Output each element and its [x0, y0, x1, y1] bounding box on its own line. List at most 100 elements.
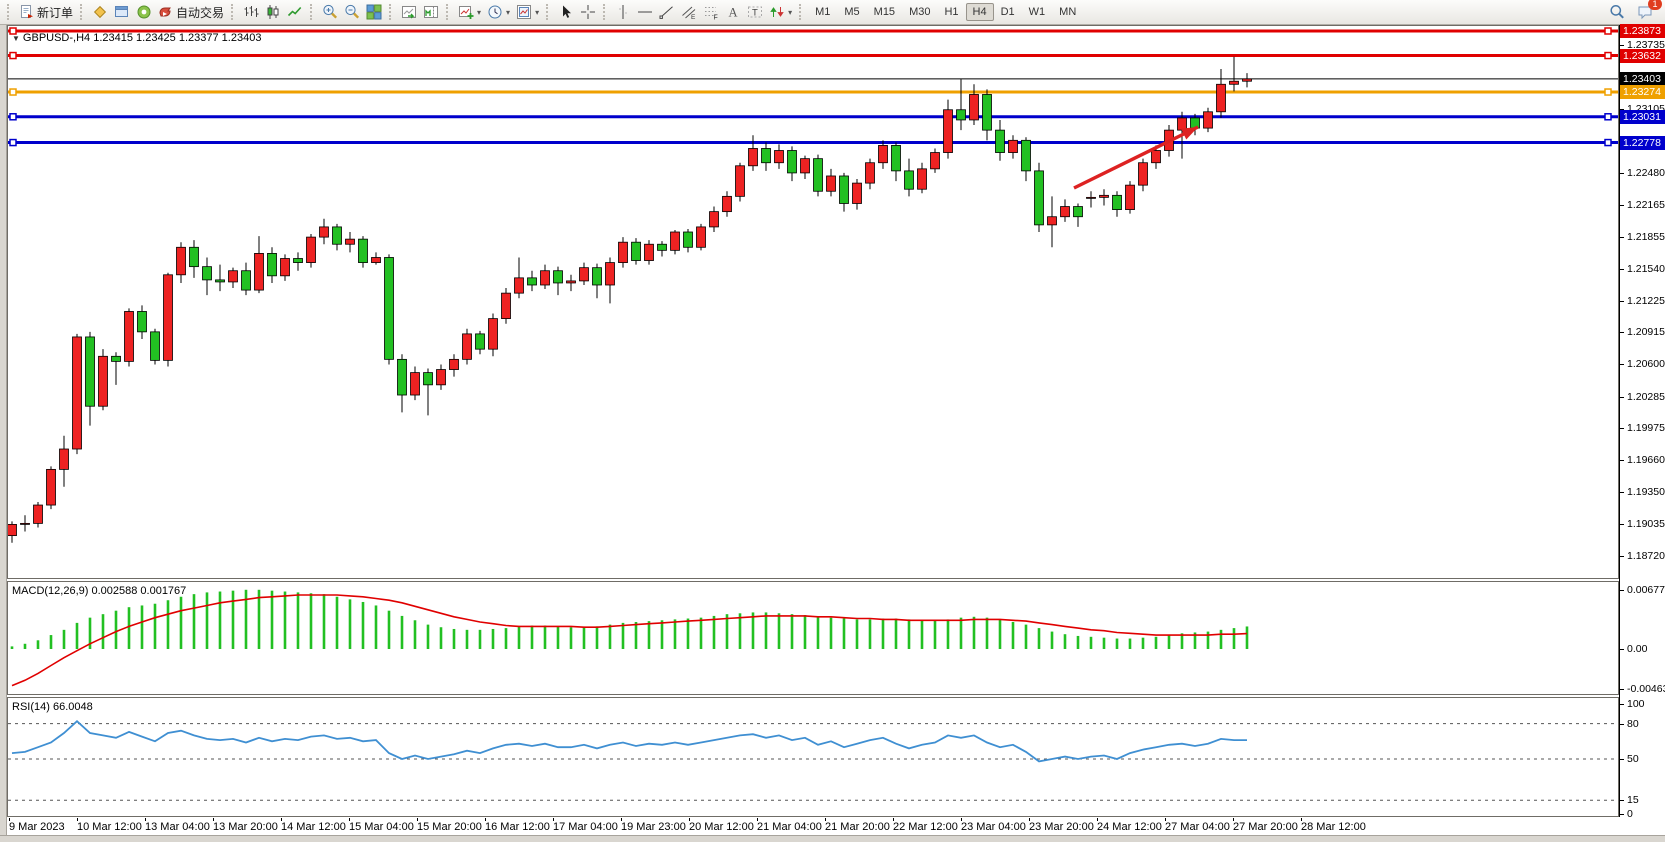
trend-arrow[interactable]: [1073, 122, 1201, 190]
toolbar-group: [319, 0, 385, 24]
candle: [527, 270, 537, 292]
time-axis-label: 23 Mar 04:00: [961, 818, 1026, 833]
cursor-button[interactable]: [555, 2, 577, 22]
line-handle: [9, 88, 17, 96]
signals-icon: [137, 5, 151, 19]
chevron-down-icon[interactable]: ▾: [535, 7, 540, 17]
candle: [85, 331, 95, 426]
trend-line-icon: [659, 6, 673, 19]
candle: [514, 257, 524, 299]
candle: [254, 236, 264, 294]
rsi-label: RSI(14) 66.0048: [12, 701, 93, 713]
chart-shift-button[interactable]: [420, 2, 442, 22]
candlestick-canvas[interactable]: [8, 26, 1618, 578]
fibonacci-button[interactable]: F: [700, 2, 722, 22]
collapse-triangle-icon[interactable]: ▼: [12, 34, 20, 43]
price-badge: 1.23873: [1620, 24, 1665, 38]
candle-chart-button[interactable]: [262, 2, 284, 22]
price-chart-pane[interactable]: ▼ GBPUSD-,H4 1.23415 1.23425 1.23377 1.23…: [7, 25, 1619, 579]
line-chart-button[interactable]: [284, 2, 306, 22]
time-axis[interactable]: 9 Mar 2023 10 Mar 12:00 13 Mar 04:00 13 Mar…: [7, 818, 1665, 835]
tile-windows-button[interactable]: [363, 2, 385, 22]
zoom-out-button[interactable]: [341, 2, 363, 22]
auto-scroll-button[interactable]: [398, 2, 420, 22]
market-watch-icon: [93, 5, 107, 19]
time-axis-label: 21 Mar 20:00: [825, 818, 890, 833]
time-axis-label: 17 Mar 04:00: [553, 818, 618, 833]
candle: [618, 237, 628, 268]
timeframe-m15-button[interactable]: M15: [873, 6, 896, 18]
candle: [8, 521, 17, 543]
chevron-down-icon[interactable]: ▾: [788, 7, 793, 17]
timeframe-h4-button[interactable]: H4: [965, 3, 994, 21]
template-button[interactable]: ▾: [513, 2, 542, 22]
toolbar-group: E F A T ▾: [612, 0, 795, 24]
signals-button[interactable]: [133, 2, 155, 22]
rsi-canvas[interactable]: [8, 698, 1618, 816]
equidistant-channel-icon: E: [682, 6, 696, 20]
arrows-shapes-icon: [770, 7, 784, 17]
timeframe-m1-button[interactable]: M1: [815, 6, 831, 18]
rsi-pane[interactable]: RSI(14) 66.0048: [7, 697, 1619, 817]
price-axis[interactable]: 1.237351.231051.224801.221651.218551.215…: [1619, 24, 1665, 820]
chevron-down-icon[interactable]: ▾: [477, 7, 482, 17]
candle: [982, 89, 992, 141]
search-button[interactable]: [1606, 2, 1628, 22]
text-button[interactable]: A: [722, 2, 744, 22]
equidistant-channel-button[interactable]: E: [678, 2, 700, 22]
horizontal-line-button[interactable]: [634, 2, 656, 22]
time-axis-label: 13 Mar 04:00: [145, 818, 210, 833]
candle: [839, 172, 849, 212]
timeframe-w1-button[interactable]: W1: [1028, 6, 1046, 18]
timeframe-m5-button[interactable]: M5: [844, 6, 860, 18]
candle: [813, 154, 823, 197]
candle: [176, 242, 186, 283]
add-indicator-button[interactable]: ▾: [455, 2, 484, 22]
vertical-line-button[interactable]: [612, 2, 634, 22]
candle: [72, 333, 82, 455]
candle: [488, 313, 498, 357]
chat-button[interactable]: 1: [1634, 0, 1662, 22]
toolbar-grip: [7, 4, 12, 20]
rsi-tick-label: 0: [1620, 808, 1633, 820]
arrows-shapes-button[interactable]: ▾: [766, 2, 795, 22]
time-axis-label: 10 Mar 12:00: [77, 818, 142, 833]
crosshair-button[interactable]: [577, 2, 599, 22]
timeframe-mn-button[interactable]: MN: [1059, 6, 1077, 18]
candle: [189, 240, 199, 278]
navigator-button[interactable]: [111, 2, 133, 22]
candle: [332, 223, 342, 251]
candle: [358, 236, 368, 268]
auto-trading-icon: [159, 7, 171, 17]
candle: [748, 135, 758, 171]
auto-trading-button[interactable]: 自动交易: [155, 2, 227, 23]
price-tick-label: 1.20285: [1620, 390, 1665, 403]
chart-area: ▼ GBPUSD-,H4 1.23415 1.23425 1.23377 1.23…: [0, 24, 1665, 842]
price-tick-label: 1.19350: [1620, 485, 1665, 498]
candle: [59, 435, 69, 487]
toolbar-grip: [546, 4, 551, 20]
timeframe-m30-button[interactable]: M30: [909, 6, 931, 18]
candle: [462, 328, 472, 365]
line-handle: [1604, 138, 1612, 147]
zoom-in-button[interactable]: [319, 2, 341, 22]
line-handle: [9, 27, 17, 35]
trend-line-button[interactable]: [656, 2, 678, 22]
chevron-down-icon[interactable]: ▾: [506, 7, 511, 17]
new-order-button[interactable]: 新订单: [16, 2, 76, 23]
chart-title: ▼ GBPUSD-,H4 1.23415 1.23425 1.23377 1.23…: [12, 32, 261, 44]
candle: [98, 349, 108, 411]
period-clock-button[interactable]: ▾: [484, 2, 513, 22]
candle: [1099, 189, 1109, 206]
timeframe-d1-button[interactable]: D1: [1000, 6, 1015, 18]
candle: [670, 229, 680, 255]
bar-chart-button[interactable]: [240, 2, 262, 22]
candle: [995, 119, 1005, 161]
candle: [891, 142, 901, 182]
text-label-button[interactable]: T: [744, 2, 766, 22]
candle: [930, 148, 940, 173]
macd-canvas[interactable]: [8, 582, 1618, 694]
timeframe-h1-button[interactable]: H1: [944, 6, 959, 18]
macd-pane[interactable]: MACD(12,26,9) 0.002588 0.001767: [7, 581, 1619, 695]
market-watch-button[interactable]: [89, 2, 111, 22]
